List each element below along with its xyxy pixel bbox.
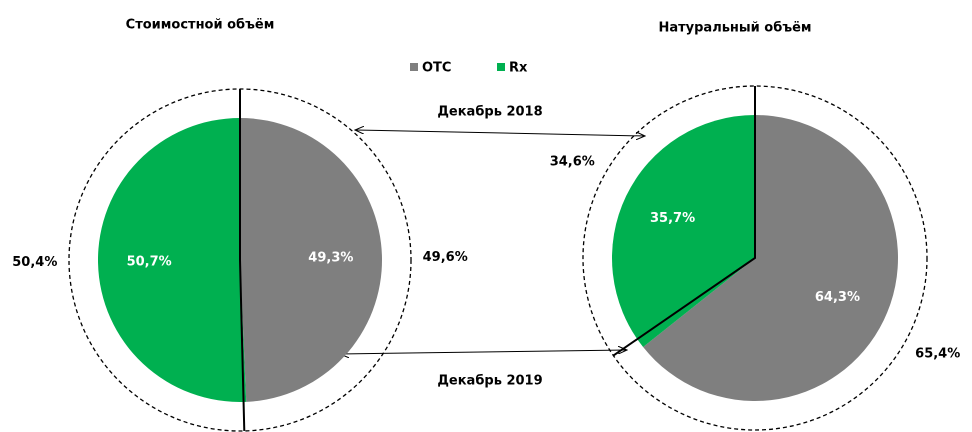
- pie-slice: [643, 115, 898, 402]
- slice-label: 50,7%: [127, 254, 172, 269]
- legend-label: Rx: [509, 61, 528, 76]
- pie-slice: [240, 118, 382, 402]
- annotation: Декабрь 2019: [437, 374, 542, 389]
- slice-label: 49,3%: [308, 251, 353, 266]
- outer-divider: [239, 89, 246, 431]
- outer-label: 34,6%: [550, 154, 595, 169]
- arrow: [340, 350, 627, 354]
- legend-label: OTC: [422, 61, 451, 76]
- legend-swatch: [497, 63, 505, 71]
- outer-ring: [582, 85, 928, 431]
- outer-label: 65,4%: [915, 347, 960, 362]
- slice-label: 35,7%: [650, 211, 695, 226]
- pie-slice: [97, 118, 247, 403]
- annotation: Декабрь 2018: [437, 105, 542, 120]
- outer-label: 49,6%: [423, 250, 468, 265]
- slice-label: 64,3%: [815, 290, 860, 305]
- outer-divider: [612, 86, 756, 357]
- pie-title: Натуральный объём: [658, 21, 811, 36]
- pie-title: Стоимостной объём: [126, 18, 275, 33]
- outer-label: 50,4%: [12, 255, 57, 270]
- pie-slice: [612, 115, 755, 348]
- arrow: [355, 130, 645, 136]
- legend-swatch: [410, 63, 418, 71]
